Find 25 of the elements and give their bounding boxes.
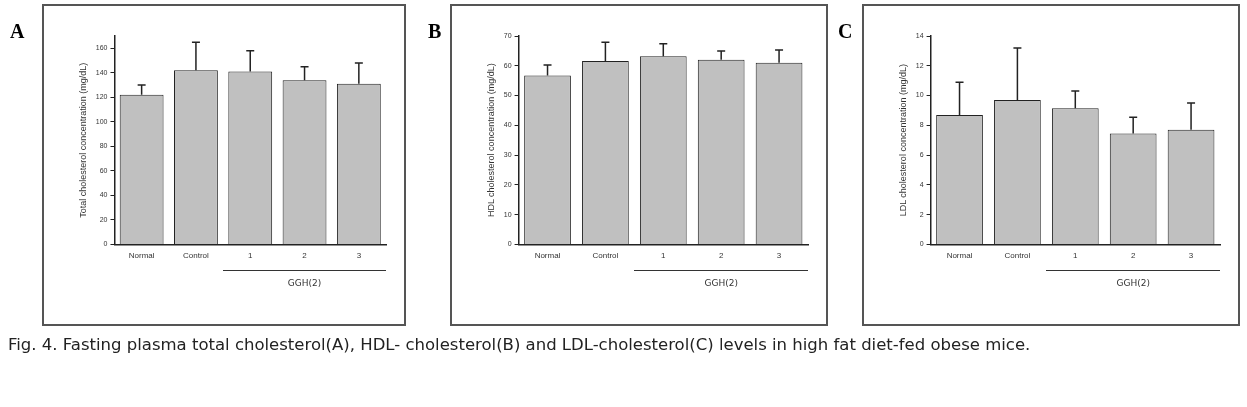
x-tick-label: 1	[248, 251, 254, 261]
x-tick-label: Normal	[128, 251, 155, 261]
x-tick-label: 2	[1130, 251, 1136, 261]
chart-title: A	[10, 20, 25, 43]
caption: Fig. 4. Fasting plasma total cholesterol(A), HDL- cholesterol(B) and LDL-cholesterol(C) levels in high fat diet-fed obese mice.	[8, 334, 1032, 356]
x-tick-label: Control	[1004, 251, 1031, 261]
y-axis-title: Total cholesterol concentration (mg/dL)	[77, 62, 88, 218]
x-tick-label: 3	[356, 251, 362, 261]
x-tick-label: 3	[1188, 251, 1194, 261]
x-tick-label: 2	[718, 251, 724, 261]
x-axis-title: GGH(2)	[704, 278, 738, 288]
x-axis-title: GGH(2)	[1116, 278, 1150, 288]
x-tick-label: Control	[592, 251, 619, 261]
x-tick-label: 2	[302, 251, 308, 261]
x-tick-label: Normal	[946, 251, 973, 261]
y-axis-title: HDL cholesterol concentration (mg/dL)	[485, 63, 496, 218]
chart-title: C	[838, 20, 853, 43]
x-tick-label: 3	[776, 251, 782, 261]
chart-title: B	[428, 20, 442, 43]
x-tick-label: 1	[661, 251, 667, 261]
x-tick-label: Control	[183, 251, 210, 261]
x-axis-title: GGH(2)	[287, 278, 322, 288]
x-tick-label: 1	[1073, 251, 1079, 261]
y-axis-title: LDL cholesterol concentration (mg/dL)	[897, 64, 908, 217]
x-tick-label: Normal	[534, 251, 561, 261]
